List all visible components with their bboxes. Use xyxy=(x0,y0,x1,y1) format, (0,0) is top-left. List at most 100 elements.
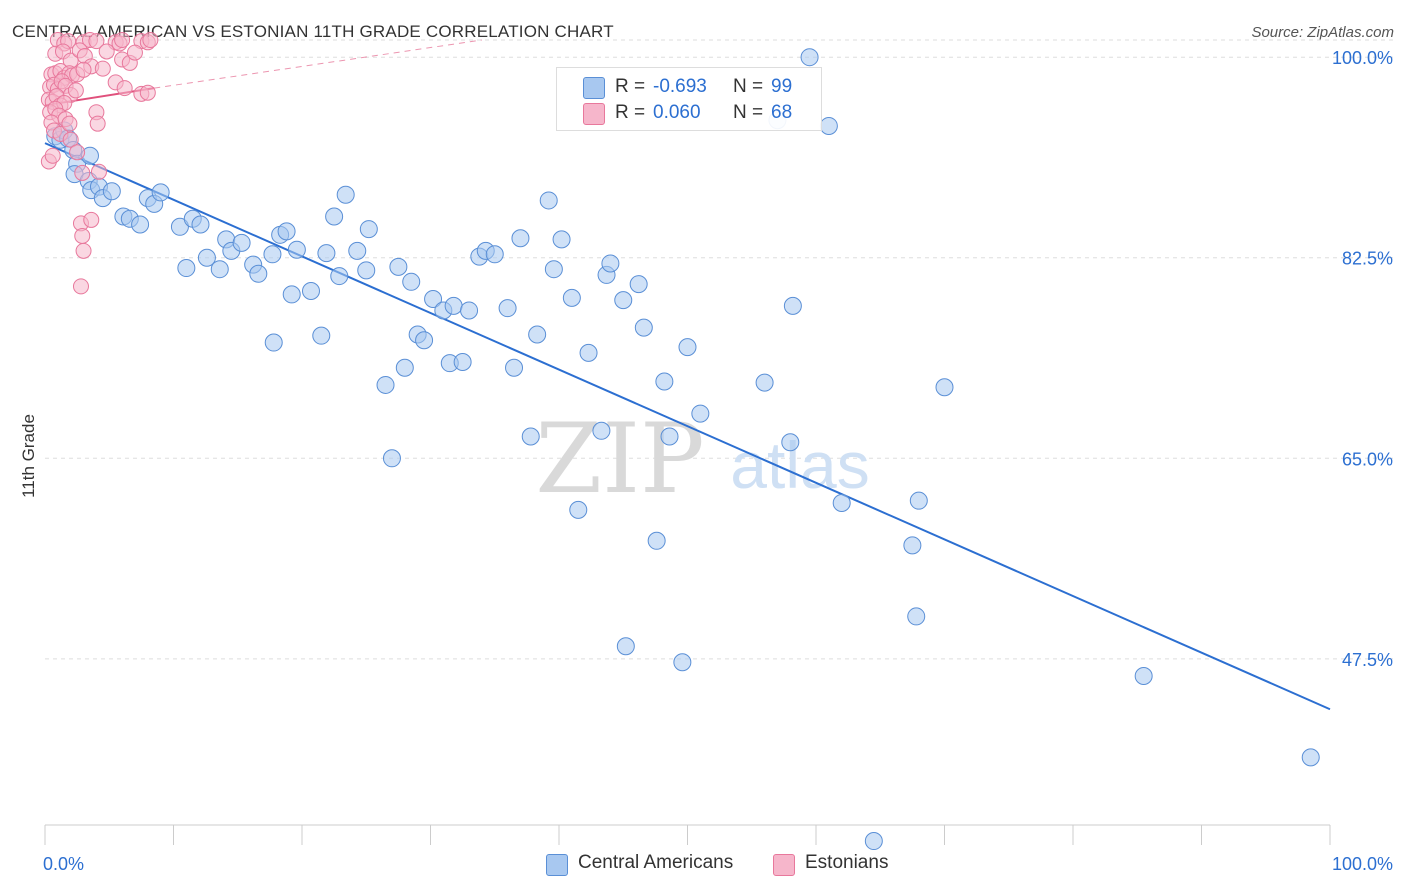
data-point-central-americans xyxy=(287,240,306,259)
data-point-central-americans xyxy=(359,220,378,239)
data-point-estonians xyxy=(72,278,89,295)
data-point-central-americans xyxy=(691,404,710,423)
data-point-central-americans xyxy=(498,299,517,318)
data-point-central-americans xyxy=(903,536,922,555)
data-point-central-americans xyxy=(935,378,954,397)
data-point-central-americans xyxy=(755,373,774,392)
data-point-central-americans xyxy=(444,296,463,315)
grid-lines xyxy=(45,39,1395,660)
watermark-zip: ZIP xyxy=(535,403,704,515)
data-point-central-americans xyxy=(819,116,838,135)
x-tick-label-max: 100.0% xyxy=(1332,854,1393,874)
data-point-central-americans xyxy=(232,233,251,252)
data-point-central-americans xyxy=(1134,667,1153,686)
y-tick-label: 82.5% xyxy=(1342,249,1393,269)
data-point-central-americans xyxy=(301,281,320,300)
data-point-central-americans xyxy=(634,318,653,337)
data-point-estonians xyxy=(74,164,91,181)
data-point-central-americans xyxy=(485,245,504,264)
trend-line-estonians-extension xyxy=(154,39,482,89)
data-point-central-americans xyxy=(614,291,633,310)
data-point-central-americans xyxy=(1301,748,1320,767)
data-point-central-americans xyxy=(544,260,563,279)
data-point-central-americans xyxy=(330,267,349,286)
data-point-estonians xyxy=(61,115,78,132)
data-point-central-americans xyxy=(655,372,674,391)
data-point-central-americans xyxy=(415,331,434,350)
legend-swatch-pink xyxy=(583,103,605,125)
data-point-estonians xyxy=(114,32,131,48)
y-tick-label: 100.0% xyxy=(1332,48,1393,68)
data-point-central-americans xyxy=(453,353,472,372)
data-point-central-americans xyxy=(282,285,301,304)
data-point-estonians xyxy=(74,227,91,244)
data-point-central-americans xyxy=(325,207,344,226)
data-point-estonians xyxy=(89,115,106,132)
data-point-central-americans xyxy=(601,254,620,273)
legend-r-label: R = xyxy=(615,76,646,97)
data-point-central-americans xyxy=(783,296,802,315)
data-point-central-americans xyxy=(389,257,408,276)
legend-r-value: 0.060 xyxy=(653,102,701,123)
data-point-central-americans xyxy=(579,343,598,362)
data-point-estonians xyxy=(142,32,159,48)
data-point-central-americans xyxy=(151,183,170,202)
data-point-central-americans xyxy=(170,217,189,236)
legend-swatch-blue xyxy=(583,77,605,99)
trend-lines xyxy=(44,39,1331,711)
bottom-legend-swatch-blue xyxy=(546,854,568,876)
data-point-estonians xyxy=(90,163,107,180)
data-point-central-americans xyxy=(317,244,336,263)
data-point-central-americans xyxy=(357,261,376,280)
correlation-legend: R = -0.693 N = 99 R = 0.060 N = 68 xyxy=(556,67,822,131)
axes xyxy=(44,824,1331,845)
bottom-legend-central-americans: Central Americans xyxy=(546,852,734,876)
data-point-estonians xyxy=(44,147,61,164)
data-point-central-americans xyxy=(552,230,571,249)
data-point-central-americans xyxy=(460,301,479,320)
data-point-central-americans xyxy=(616,637,635,656)
tick-labels: 47.5% 65.0% 82.5% 100.0% 0.0% 100.0% xyxy=(43,48,1393,874)
series-estonians xyxy=(40,32,159,295)
legend-n-value: 68 xyxy=(771,102,793,123)
data-point-central-americans xyxy=(569,500,588,519)
data-point-estonians xyxy=(75,242,92,259)
data-point-central-americans xyxy=(177,259,196,278)
data-point-estonians xyxy=(75,61,92,78)
data-point-central-americans xyxy=(395,358,414,377)
data-point-central-americans xyxy=(781,433,800,452)
legend-n-label: N = xyxy=(733,102,764,123)
x-tick-label-min: 0.0% xyxy=(43,854,84,874)
data-point-central-americans xyxy=(907,607,926,626)
data-point-central-americans xyxy=(562,288,581,307)
data-point-central-americans xyxy=(505,358,524,377)
data-point-central-americans xyxy=(263,245,282,264)
source-label: Source: ZipAtlas.com xyxy=(1251,24,1394,41)
data-point-central-americans xyxy=(376,375,395,394)
data-point-central-americans xyxy=(528,325,547,344)
data-point-estonians xyxy=(88,33,105,50)
data-point-central-americans xyxy=(673,653,692,672)
data-point-estonians xyxy=(139,84,156,101)
legend-n-value: 99 xyxy=(771,76,793,97)
data-point-central-americans xyxy=(592,421,611,440)
data-point-central-americans xyxy=(864,832,883,851)
data-point-central-americans xyxy=(678,338,697,357)
bottom-legend-label: Central Americans xyxy=(578,852,734,873)
data-point-central-americans xyxy=(210,260,229,279)
y-axis-label: 11th Grade xyxy=(19,414,38,498)
data-point-central-americans xyxy=(511,229,530,248)
data-point-central-americans xyxy=(249,264,268,283)
data-point-central-americans xyxy=(647,531,666,550)
data-point-central-americans xyxy=(832,493,851,512)
data-point-estonians xyxy=(69,144,86,161)
data-point-central-americans xyxy=(402,272,421,291)
legend-r-value: -0.693 xyxy=(653,76,707,97)
data-point-central-americans xyxy=(336,185,355,204)
watermark-atlas: atlas xyxy=(730,428,869,502)
data-point-central-americans xyxy=(197,248,216,267)
data-point-central-americans xyxy=(312,326,331,345)
data-point-estonians xyxy=(62,131,79,148)
y-tick-label: 47.5% xyxy=(1342,650,1393,670)
